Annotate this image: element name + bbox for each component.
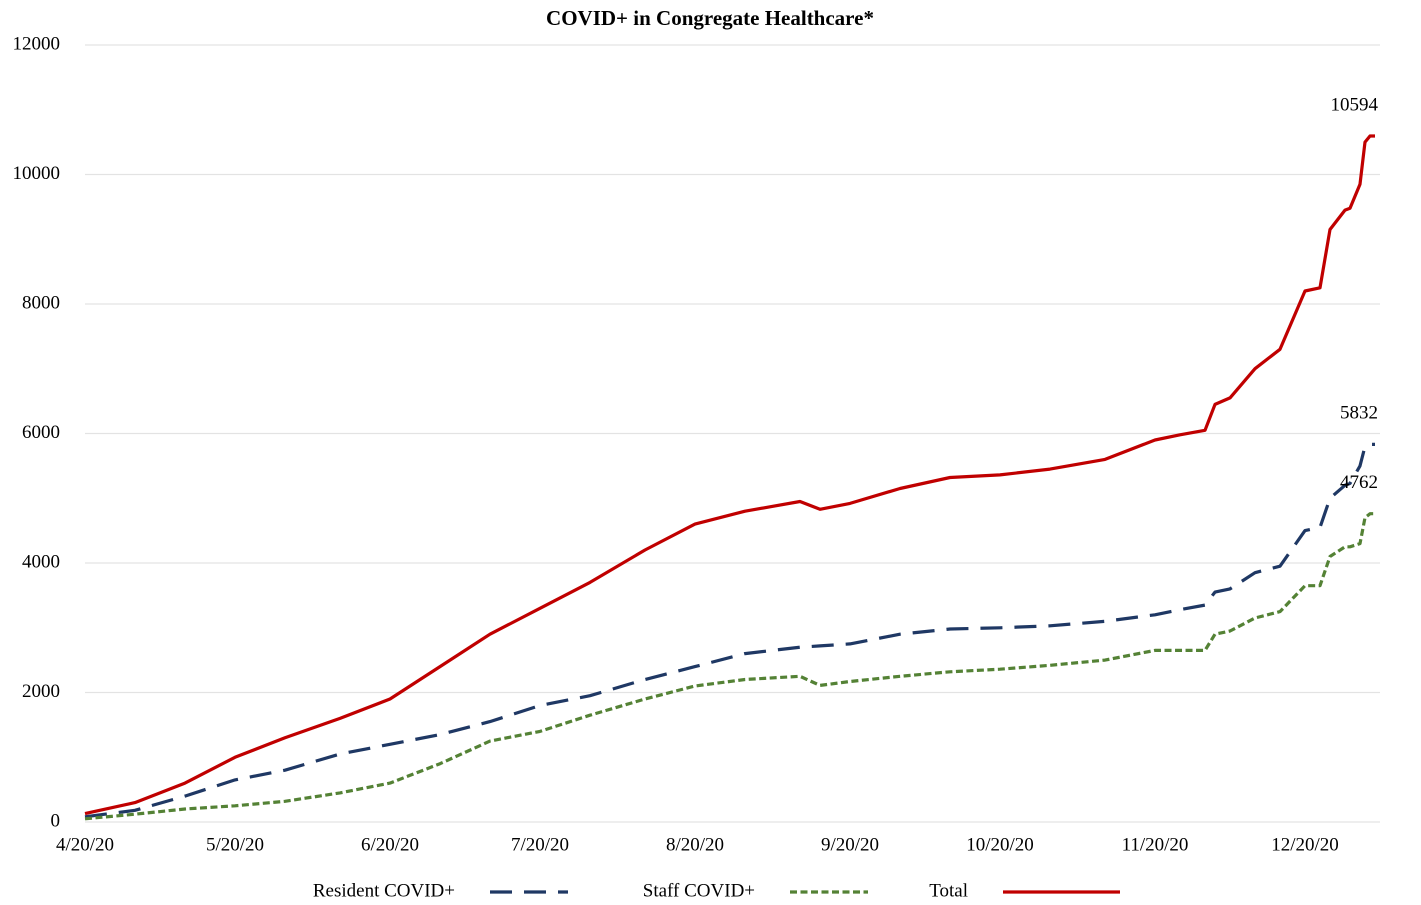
y-tick-label: 0: [51, 810, 61, 831]
y-tick-label: 8000: [22, 292, 60, 313]
legend-label: Staff COVID+: [643, 880, 755, 901]
x-tick-label: 5/20/20: [206, 834, 264, 855]
end-label: 10594: [1331, 94, 1379, 115]
x-tick-label: 6/20/20: [361, 834, 419, 855]
x-tick-label: 9/20/20: [821, 834, 879, 855]
x-tick-label: 11/20/20: [1122, 834, 1189, 855]
y-tick-label: 4000: [22, 551, 60, 572]
series-line: [84, 442, 1375, 819]
x-tick-label: 12/20/20: [1271, 834, 1339, 855]
x-tick-label: 4/20/20: [56, 834, 114, 855]
y-tick-label: 6000: [22, 422, 60, 443]
legend-label: Resident COVID+: [313, 880, 455, 901]
end-label: 4762: [1340, 472, 1378, 493]
end-label: 5832: [1340, 403, 1378, 424]
x-tick-label: 10/20/20: [966, 834, 1034, 855]
series-line: [84, 134, 1375, 816]
x-tick-label: 7/20/20: [511, 834, 569, 855]
legend-label: Total: [929, 880, 968, 901]
chart-title: COVID+ in Congregate Healthcare*: [546, 6, 874, 30]
y-tick-label: 10000: [13, 163, 61, 184]
x-tick-label: 8/20/20: [666, 834, 724, 855]
y-tick-label: 12000: [13, 33, 61, 54]
y-tick-label: 2000: [22, 681, 60, 702]
series-line: [84, 512, 1375, 821]
